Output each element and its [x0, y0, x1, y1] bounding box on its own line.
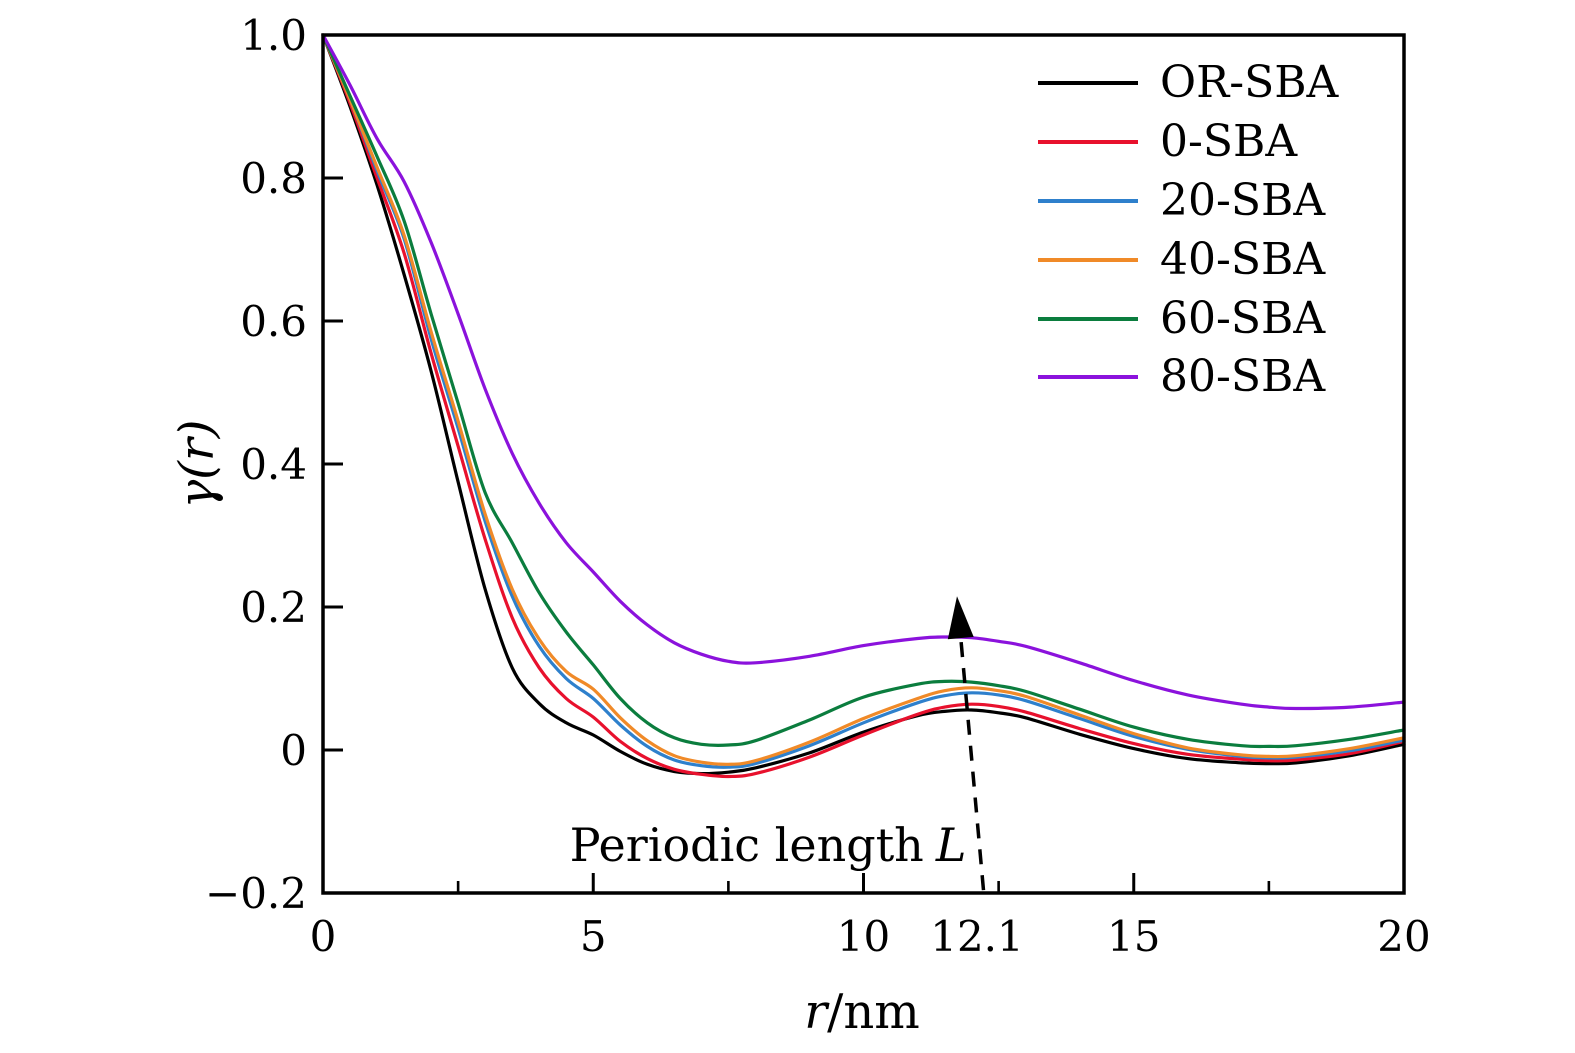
legend-line-20-sba	[1038, 198, 1138, 203]
x-tick-label: 12.1	[930, 912, 1024, 961]
y-tick-label: 0.4	[240, 440, 307, 489]
legend-label: 80-SBA	[1160, 351, 1326, 403]
y-tick-label: 0.6	[240, 297, 307, 346]
legend-label: 60-SBA	[1160, 292, 1326, 344]
legend-item: 0-SBA	[1038, 113, 1338, 172]
periodic-length-arrow	[958, 631, 986, 891]
x-tick-label: 0	[310, 912, 337, 961]
legend-item: OR-SBA	[1038, 54, 1338, 113]
legend-item: 40-SBA	[1038, 230, 1338, 289]
arrow-head	[947, 596, 974, 640]
legend-item: 80-SBA	[1038, 348, 1338, 407]
x-axis-unit: /nm	[827, 984, 920, 1040]
y-axis-label: γ(r)	[169, 419, 225, 509]
y-tick-label: 0.8	[240, 154, 307, 203]
legend-line-80-sba	[1038, 375, 1138, 380]
legend-line-or-sba	[1038, 81, 1138, 86]
legend-label: 20-SBA	[1160, 174, 1326, 226]
x-axis-variable: r	[804, 984, 828, 1040]
y-tick-label: −0.2	[205, 869, 307, 918]
y-tick-label: 0.2	[240, 583, 307, 632]
annotation-text: Periodic length	[569, 818, 924, 872]
legend-item: 20-SBA	[1038, 172, 1338, 231]
x-tick-label: 10	[837, 912, 890, 961]
curve-20-sba	[321, 33, 1406, 769]
curve-60-sba	[321, 33, 1406, 749]
x-axis-label: r/nm	[804, 984, 920, 1040]
x-tick-label: 15	[1107, 912, 1160, 961]
x-tick-label: 20	[1377, 912, 1430, 961]
legend-line-60-sba	[1038, 316, 1138, 321]
legend-label: 0-SBA	[1160, 116, 1298, 168]
curve-or-sba	[321, 33, 1406, 776]
y-tick-label: 1.0	[240, 11, 307, 60]
legend-item: 60-SBA	[1038, 289, 1338, 348]
curve-40-sba	[321, 33, 1406, 766]
annotation-symbol: L	[935, 818, 967, 872]
curve-80-sba	[321, 33, 1406, 711]
annotation-periodic-length: Periodic length L	[570, 818, 967, 872]
legend-label: OR-SBA	[1160, 57, 1339, 109]
curve-0-sba	[321, 33, 1406, 779]
legend-line-40-sba	[1038, 257, 1138, 262]
y-tick-label: 0	[280, 726, 307, 775]
legend-line-0-sba	[1038, 140, 1138, 145]
x-tick-label: 5	[580, 912, 607, 961]
legend: OR-SBA 0-SBA 20-SBA 40-SBA 60-SBA 80-SBA	[1038, 54, 1338, 407]
legend-label: 40-SBA	[1160, 233, 1326, 285]
